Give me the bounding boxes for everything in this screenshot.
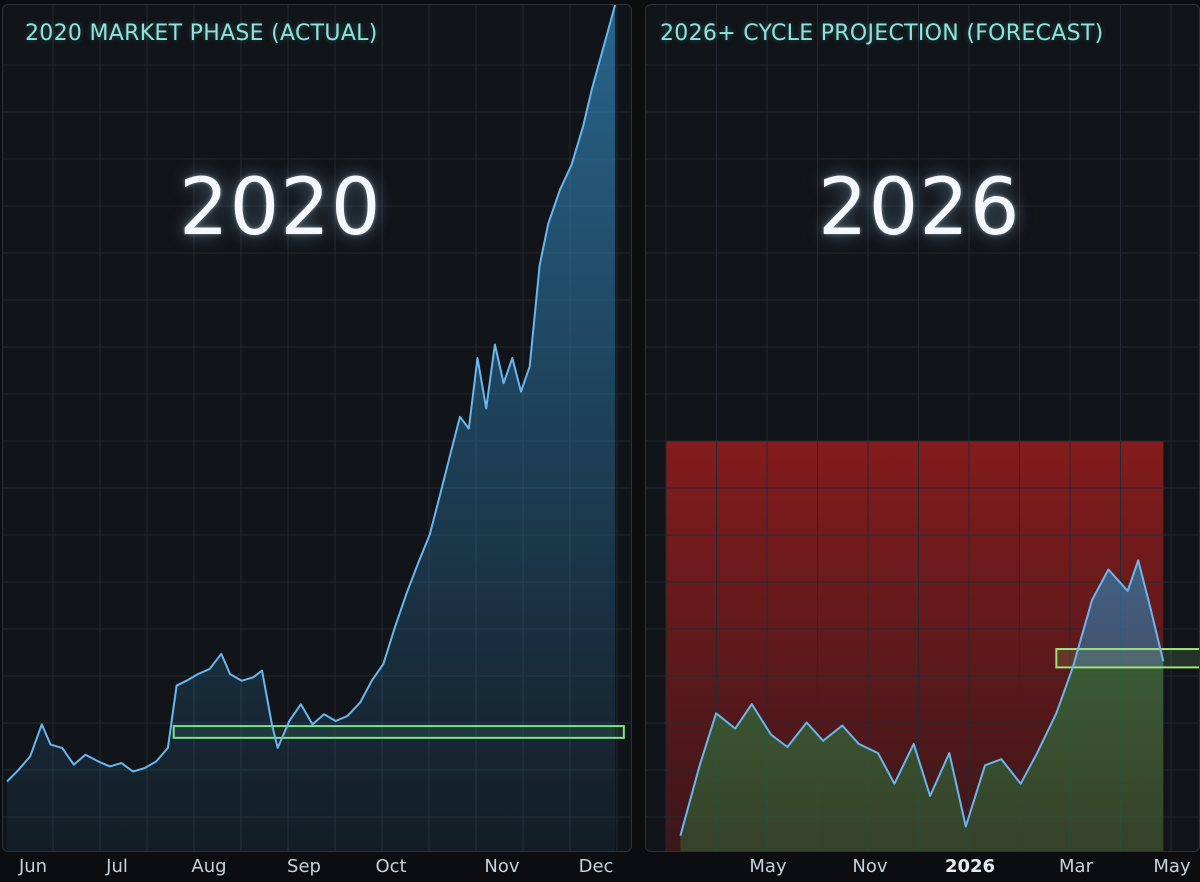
x-tick-label: May xyxy=(1153,856,1191,877)
grid xyxy=(646,5,1199,851)
x-tick-label: Sep xyxy=(287,856,321,877)
x-tick-label: 2026 xyxy=(944,856,996,877)
x-tick-label: Dec xyxy=(578,856,614,877)
support-band xyxy=(1055,648,1199,669)
year-annotation: 2020 xyxy=(179,163,382,253)
x-tick-label: May xyxy=(749,856,787,877)
x-tick-label: Aug xyxy=(191,856,227,877)
x-tick-label: Nov xyxy=(852,856,888,877)
chart-2026-svg xyxy=(646,5,1199,851)
chart-panel-2020: 2020 MARKET PHASE (ACTUAL) 2020 xyxy=(2,4,632,852)
year-annotation: 2026 xyxy=(818,163,1021,253)
x-tick-label: Oct xyxy=(375,856,407,877)
area-fill-high xyxy=(1072,560,1164,668)
chart-2020-svg xyxy=(3,5,631,851)
area-fill xyxy=(7,5,616,851)
x-tick-label: Jul xyxy=(106,856,128,877)
area-fill-low xyxy=(680,667,1164,851)
x-tick-label: Jun xyxy=(18,856,48,877)
x-tick-label: Nov xyxy=(484,856,520,877)
price-line xyxy=(6,5,617,783)
chart-title: 2020 MARKET PHASE (ACTUAL) xyxy=(25,21,378,46)
chart-panel-2026: 2026+ CYCLE PROJECTION (FORECAST) 2026 xyxy=(645,4,1200,852)
support-band xyxy=(172,725,625,739)
chart-title: 2026+ CYCLE PROJECTION (FORECAST) xyxy=(660,21,1104,46)
x-tick-label: Mar xyxy=(1059,856,1093,877)
